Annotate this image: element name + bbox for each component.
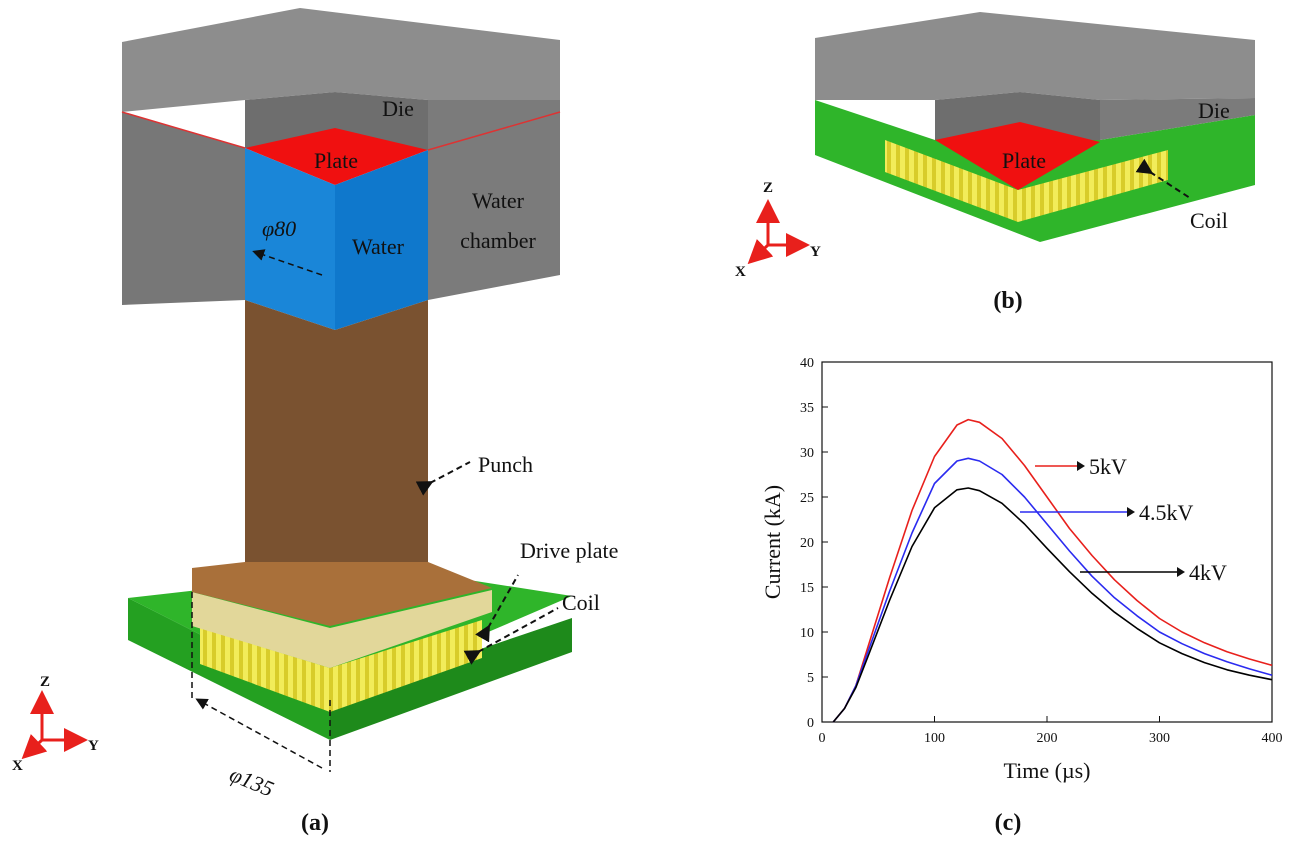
page: Die Plate Water Water chamber φ80 Punch … — [0, 0, 1293, 845]
label-arrowhead — [1127, 507, 1135, 517]
label: Die — [1198, 98, 1230, 123]
axis-label: Y — [810, 244, 821, 260]
panel-b: Die Plate Coil Z Y X (b) — [735, 12, 1255, 314]
label: chamber — [460, 228, 536, 253]
y-tick-label: 0 — [807, 716, 814, 731]
figure: Die Plate Water Water chamber φ80 Punch … — [0, 0, 1293, 845]
y-tick-label: 20 — [800, 536, 814, 551]
caption: (c) — [995, 810, 1022, 836]
x-tick-label: 300 — [1149, 731, 1170, 746]
label-arrowhead — [1077, 461, 1085, 471]
y-tick-label: 25 — [800, 491, 814, 506]
plot-frame — [822, 362, 1272, 722]
axis-label: Z — [763, 180, 773, 196]
series-label: 5kV — [1089, 454, 1127, 479]
label: Coil — [1190, 208, 1228, 233]
axis-label: X — [12, 758, 23, 774]
y-tick-label: 30 — [800, 446, 814, 461]
y-tick-label: 40 — [800, 356, 814, 371]
y-tick-label: 35 — [800, 401, 814, 416]
axis-x — [752, 245, 768, 260]
x-tick-label: 200 — [1037, 731, 1058, 746]
y-axis-label: Current (kA) — [760, 485, 785, 599]
series-label: 4.5kV — [1139, 500, 1194, 525]
chamber-left — [122, 112, 245, 305]
x-tick-label: 400 — [1262, 731, 1283, 746]
axis-label: X — [735, 264, 746, 280]
label: Punch — [478, 452, 533, 477]
x-axis-label: Time (µs) — [1003, 758, 1090, 783]
y-tick-label: 10 — [800, 626, 814, 641]
series-line — [833, 458, 1272, 722]
label-arrowhead — [1177, 567, 1185, 577]
label: Die — [382, 96, 414, 121]
label: Plate — [1002, 148, 1046, 173]
axis-x — [26, 740, 42, 755]
axis-label: Z — [40, 674, 50, 690]
panel-a: Die Plate Water Water chamber φ80 Punch … — [12, 8, 618, 836]
y-tick-label: 15 — [800, 581, 814, 596]
y-tick-label: 5 — [807, 671, 814, 686]
punch — [245, 300, 428, 572]
series-line — [833, 488, 1272, 722]
label: Plate — [314, 148, 358, 173]
label: φ80 — [262, 216, 296, 241]
label: φ135 — [226, 761, 277, 801]
label: Water — [352, 234, 405, 259]
label: Drive plate — [520, 538, 618, 563]
die-top — [815, 12, 1255, 100]
label: Water — [472, 188, 525, 213]
x-tick-label: 0 — [819, 731, 826, 746]
series-label: 4kV — [1189, 560, 1227, 585]
leader — [430, 462, 470, 483]
axis-label: Y — [88, 738, 99, 754]
x-tick-label: 100 — [924, 731, 945, 746]
caption: (a) — [301, 810, 329, 836]
label: Coil — [562, 590, 600, 615]
caption: (b) — [993, 288, 1022, 314]
